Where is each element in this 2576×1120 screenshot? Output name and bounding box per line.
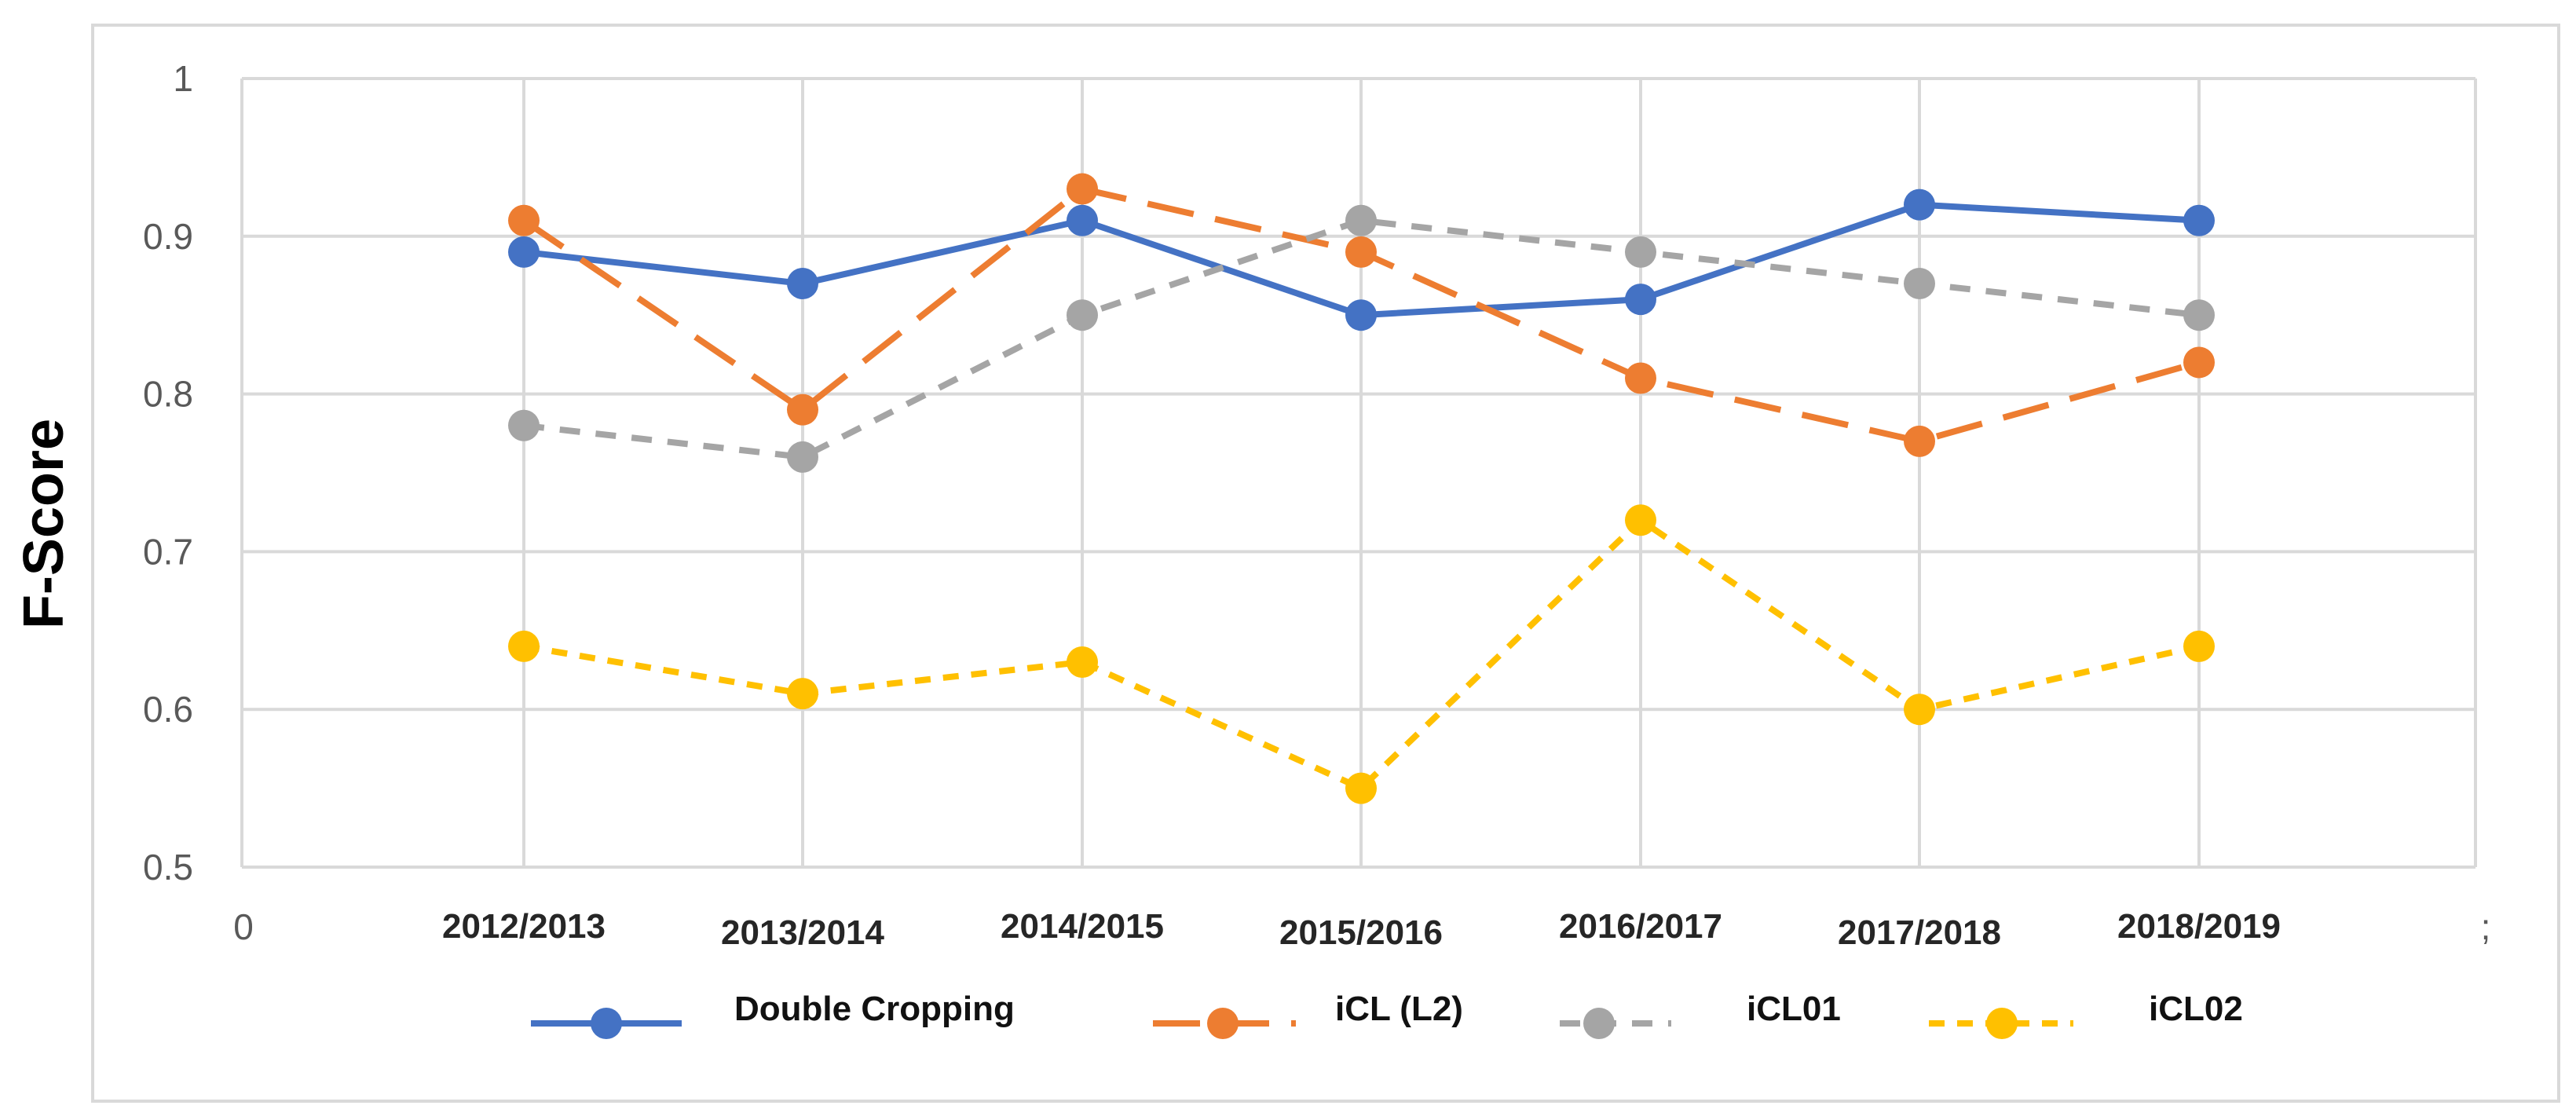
y-tick-label: 1: [173, 58, 193, 99]
data-point: [1067, 173, 1098, 205]
legend-marker: [1986, 1008, 2018, 1039]
data-point: [787, 441, 818, 473]
data-point: [1345, 299, 1377, 331]
x-tick-label: 2012/2013: [442, 907, 606, 946]
data-point: [1345, 204, 1377, 236]
x-tick-label: 2014/2015: [1001, 907, 1164, 946]
data-point: [1904, 425, 1935, 457]
x-tick-label: 2018/2019: [2117, 907, 2281, 946]
x-tick-label: 2016/2017: [1559, 907, 1722, 946]
legend-label: iCL (L2): [1335, 990, 1463, 1028]
data-point: [1625, 284, 1656, 316]
data-point: [1345, 772, 1377, 804]
legend-item: iCL02: [1929, 990, 2243, 1039]
data-point: [1904, 188, 1935, 221]
legend-item: iCL (L2): [1153, 990, 1463, 1039]
y-axis-title: F-Score: [13, 419, 75, 629]
data-point: [1067, 204, 1098, 236]
data-point: [1067, 299, 1098, 331]
data-point: [2183, 299, 2215, 331]
data-point: [508, 409, 540, 441]
legend-label: iCL01: [1747, 990, 1841, 1028]
data-point: [1625, 362, 1656, 394]
data-point: [1345, 236, 1377, 268]
legend-marker: [1583, 1008, 1615, 1039]
legend-label: Double Cropping: [734, 990, 1015, 1028]
data-point: [1904, 268, 1935, 300]
legend-item: iCL01: [1560, 990, 1841, 1039]
x-tick-labels: 2012/2013 2013/2014 2014/2015 2015/2016 2016…: [442, 907, 2281, 952]
y-tick-labels: 0.5 0.6 0.7 0.8 0.9 1: [143, 58, 193, 888]
y-tick-label: 0.9: [143, 216, 193, 257]
data-point: [1625, 236, 1656, 268]
y-tick-label: 0.7: [143, 531, 193, 572]
x-axis-end-label: ;: [2481, 906, 2491, 947]
x-axis-start-label: 0: [233, 906, 254, 947]
y-tick-label: 0.5: [143, 847, 193, 888]
legend-item: Double Cropping: [531, 990, 1015, 1039]
x-tick-label: 2013/2014: [721, 913, 885, 952]
x-tick-label: 2017/2018: [1838, 913, 2001, 952]
legend-label: iCL02: [2149, 990, 2243, 1028]
legend: Double Cropping iCL (L2) iCL01 iCL02: [531, 990, 2243, 1039]
data-point: [1625, 504, 1656, 536]
data-point: [787, 678, 818, 710]
data-point: [508, 236, 540, 268]
data-point: [1067, 646, 1098, 678]
y-tick-label: 0.6: [143, 689, 193, 730]
data-point: [1904, 694, 1935, 726]
data-point: [2183, 204, 2215, 236]
data-point: [508, 630, 540, 662]
y-tick-label: 0.8: [143, 374, 193, 415]
horizontal-gridlines: [242, 77, 2475, 869]
data-point: [508, 204, 540, 236]
data-point: [2183, 630, 2215, 662]
chart-border: [91, 24, 2560, 1103]
data-point: [2183, 346, 2215, 379]
legend-marker: [1207, 1008, 1239, 1039]
plot-markers: [508, 173, 2215, 804]
data-point: [787, 268, 818, 300]
data-point: [787, 393, 818, 426]
x-tick-label: 2015/2016: [1279, 913, 1443, 952]
legend-marker: [591, 1008, 622, 1039]
